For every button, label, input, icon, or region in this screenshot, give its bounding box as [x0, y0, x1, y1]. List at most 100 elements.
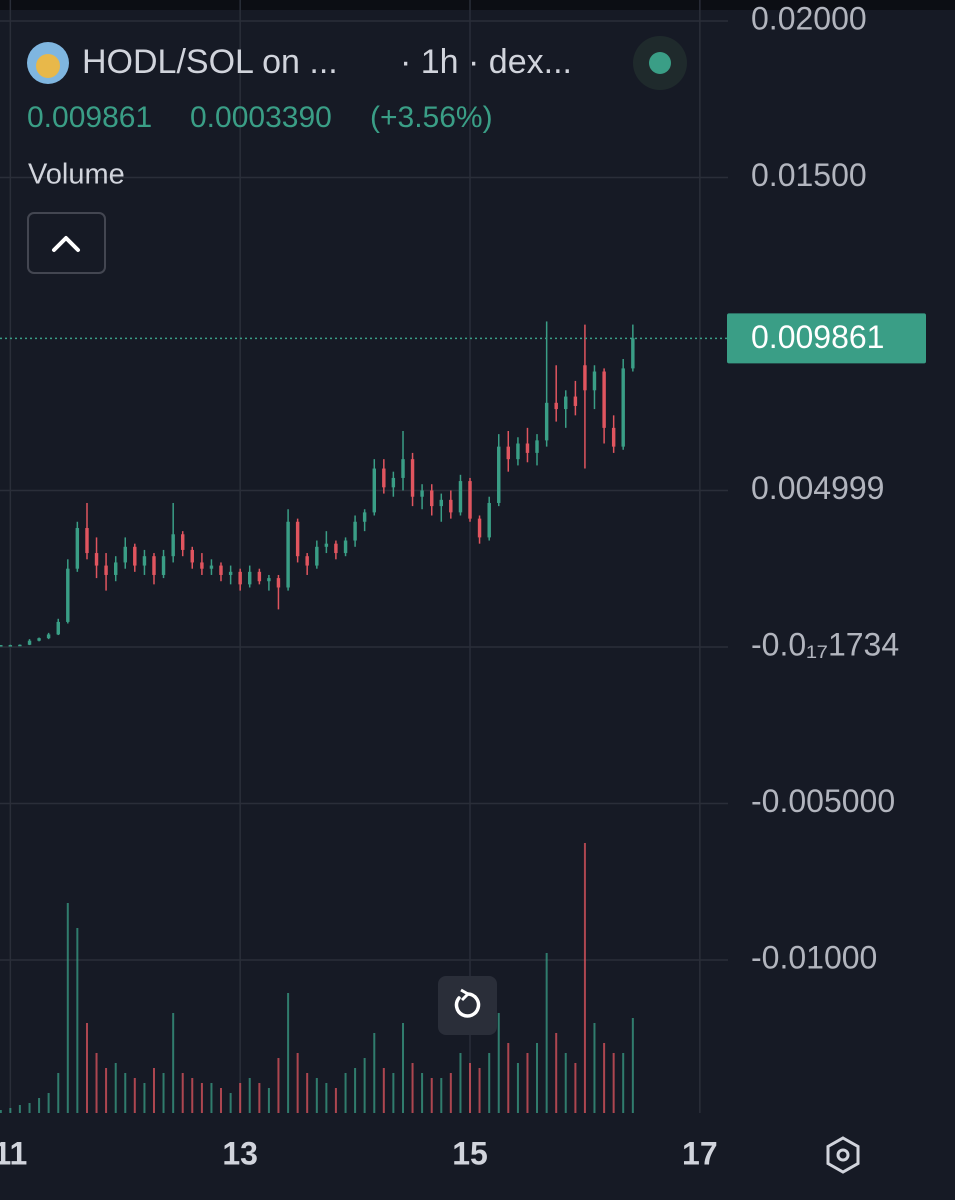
- volume-bar: [133, 1078, 136, 1113]
- candle-body: [104, 565, 108, 575]
- volume-bar: [267, 1088, 270, 1113]
- candle-body: [372, 468, 377, 513]
- volume-bar: [219, 1088, 222, 1113]
- volume-bar: [0, 1110, 2, 1113]
- candle-body: [477, 518, 482, 538]
- settings-icon[interactable]: [826, 1136, 860, 1174]
- candle-body: [238, 571, 242, 585]
- candle-body: [516, 443, 520, 460]
- volume-bar: [143, 1083, 146, 1113]
- volume-bar: [57, 1073, 60, 1113]
- volume-bar: [392, 1073, 395, 1113]
- volume-bar: [124, 1073, 127, 1113]
- volume-bar: [555, 1033, 558, 1113]
- volume-bar: [315, 1078, 318, 1113]
- volume-bar: [354, 1068, 357, 1113]
- volume-bar: [516, 1063, 519, 1113]
- axes: 0.02000 0.01500 0.004999 -0.0₁₇1734 -0.00500…: [0, 0, 926, 1171]
- collapse-button[interactable]: [27, 212, 106, 274]
- x-tick-label: 15: [452, 1135, 488, 1171]
- candle-body: [468, 481, 472, 519]
- candle-body: [219, 565, 223, 575]
- candle-body: [66, 568, 70, 622]
- volume-bar: [95, 1053, 98, 1113]
- header-change-pct: (+3.56%): [370, 101, 493, 134]
- reset-icon-arrow: [460, 988, 470, 1002]
- volume-bar: [105, 1068, 108, 1113]
- volume-bar: [334, 1088, 337, 1113]
- volume-bar: [28, 1103, 31, 1113]
- symbol-title[interactable]: HODL/SOL on ...: [82, 43, 338, 81]
- y-tick-label: -0.01000: [751, 939, 877, 975]
- y-tick-label: -0.005000: [751, 783, 895, 819]
- candle-body: [602, 371, 606, 428]
- volume-bar: [469, 1063, 472, 1113]
- volume-bar: [430, 1078, 433, 1113]
- candle-body: [573, 396, 578, 406]
- candle-body: [209, 565, 214, 569]
- volume-bar: [411, 1063, 414, 1113]
- candle-body: [133, 546, 137, 566]
- volume-bar: [66, 903, 69, 1113]
- candle-body: [200, 562, 204, 569]
- volume-bar: [631, 1018, 634, 1113]
- volume-bar: [478, 1068, 481, 1113]
- reset-button[interactable]: [438, 976, 497, 1035]
- reset-icon: [454, 992, 481, 1018]
- candle-body: [181, 534, 185, 550]
- y-tick-label: 0.004999: [751, 470, 884, 506]
- candle-body: [382, 468, 386, 488]
- volume-bar: [47, 1093, 50, 1113]
- volume-bar: [85, 1023, 88, 1113]
- candle-body: [391, 477, 396, 488]
- candle-body: [46, 634, 51, 639]
- x-tick-label: 17: [682, 1135, 718, 1171]
- volume-bar: [239, 1083, 242, 1113]
- candle-body: [621, 368, 625, 447]
- candle-body: [353, 521, 357, 541]
- volume-bar: [449, 1073, 452, 1113]
- volume-bar: [162, 1073, 165, 1113]
- candle-body: [18, 644, 22, 647]
- last-price-label: 0.009861: [751, 319, 884, 355]
- candle-body: [401, 459, 405, 478]
- volume-bar: [373, 1033, 376, 1113]
- candle-body: [37, 638, 41, 641]
- candle-body: [75, 528, 80, 569]
- volume-bar: [229, 1093, 232, 1113]
- interval-source[interactable]: · 1h · dex...: [400, 43, 572, 81]
- candle-body: [295, 521, 300, 557]
- last-price-tag: [727, 313, 926, 364]
- candle-body: [497, 446, 501, 503]
- volume-bar: [76, 928, 79, 1113]
- candle-body: [315, 546, 319, 566]
- candle-body: [8, 645, 13, 647]
- volume-bar: [583, 843, 586, 1113]
- grid: [0, 0, 728, 1113]
- volume-pane: [0, 843, 634, 1113]
- header-change: 0.0003390: [190, 101, 332, 134]
- candle-body: [449, 499, 453, 513]
- candle-body: [267, 578, 271, 582]
- candle-body: [114, 562, 118, 575]
- volume-bar: [9, 1108, 12, 1113]
- volume-bar: [603, 1043, 606, 1113]
- volume-bar: [488, 1053, 491, 1113]
- volume-bar: [18, 1105, 21, 1113]
- candle-body: [525, 443, 530, 453]
- candle-body: [439, 499, 443, 507]
- candle-body: [286, 521, 290, 588]
- volume-bar: [421, 1073, 424, 1113]
- y-tick-label: -0.0₁₇1734: [751, 626, 899, 662]
- candle-body: [506, 446, 510, 460]
- volume-bar: [574, 1063, 577, 1113]
- volume-bar: [593, 1023, 596, 1113]
- candle-body: [190, 549, 194, 563]
- volume-bar: [152, 1068, 155, 1113]
- volume-bar: [296, 1053, 299, 1113]
- candle-body: [85, 528, 89, 554]
- candle-body: [535, 440, 539, 453]
- volume-bar: [114, 1063, 117, 1113]
- top-strip: [0, 0, 955, 10]
